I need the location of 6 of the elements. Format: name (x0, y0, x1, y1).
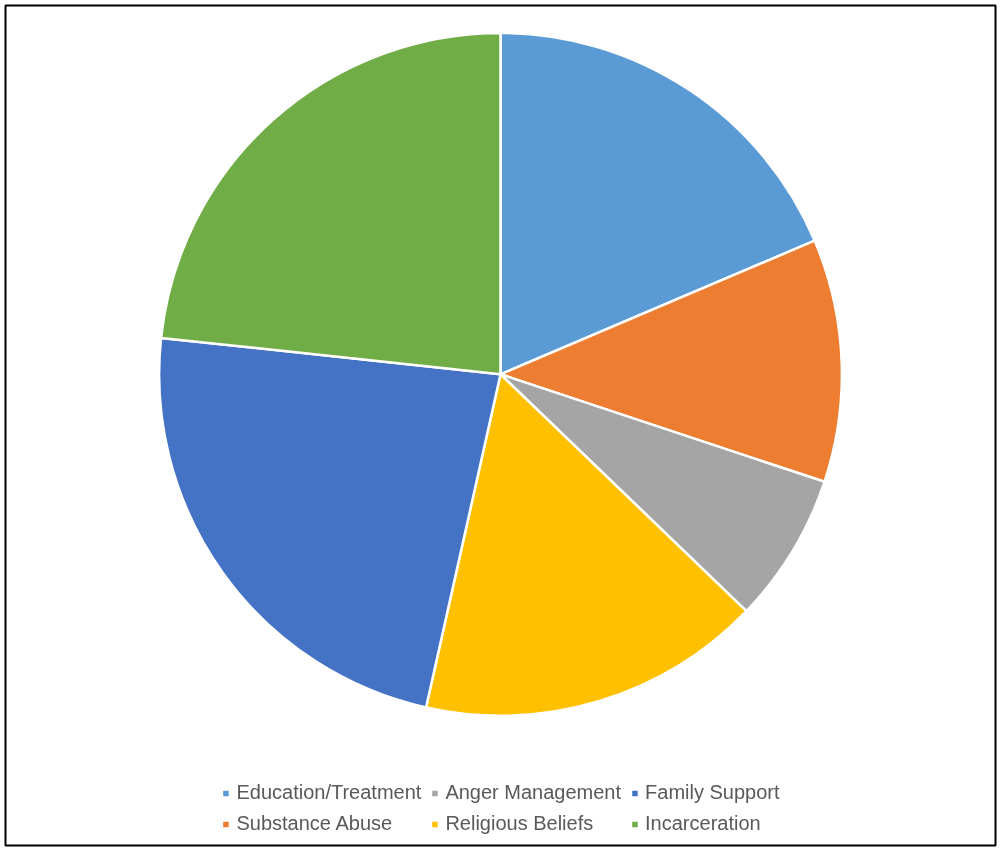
legend-label: Family Support (645, 781, 780, 804)
legend-label: Religious Beliefs (445, 812, 594, 835)
legend-label: Incarceration (645, 812, 761, 835)
legend-label: Substance Abuse (236, 812, 393, 835)
legend-label: Education/Treatment (236, 781, 422, 804)
legend-label: Anger Management (445, 781, 622, 804)
